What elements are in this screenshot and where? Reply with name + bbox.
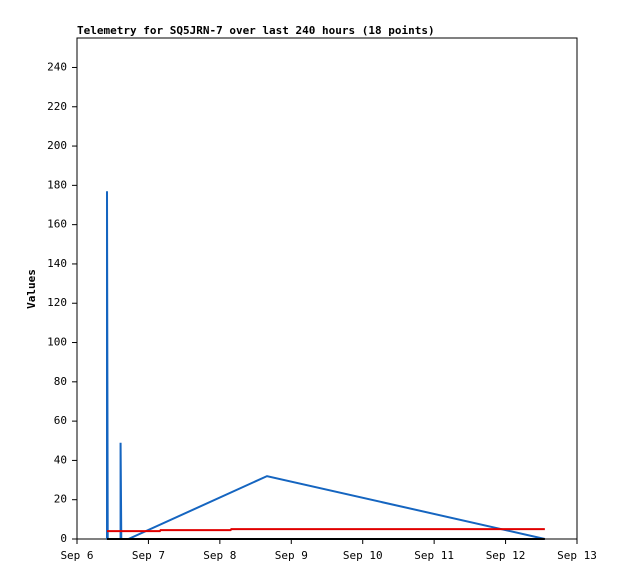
y-tick-label: 100: [47, 336, 67, 349]
series-line: [107, 528, 545, 533]
y-tick-label: 0: [60, 532, 67, 545]
y-tick-label: 20: [54, 493, 67, 506]
y-tick-label: 140: [47, 257, 67, 270]
series-line: [106, 191, 546, 540]
y-tick-label: 200: [47, 139, 67, 152]
y-tick-label: 180: [47, 178, 67, 191]
x-tick-label: Sep 11: [414, 549, 454, 562]
x-tick-label: Sep 8: [203, 549, 236, 562]
x-tick-label: Sep 10: [343, 549, 383, 562]
y-tick-label: 240: [47, 60, 67, 73]
y-tick-label: 120: [47, 296, 67, 309]
x-tick-label: Sep 9: [275, 549, 308, 562]
y-tick-label: 220: [47, 100, 67, 113]
y-axis-label: Values: [25, 269, 38, 309]
y-tick-label: 80: [54, 375, 67, 388]
y-tick-label: 160: [47, 218, 67, 231]
y-tick-label: 60: [54, 414, 67, 427]
x-tick-label: Sep 6: [60, 549, 93, 562]
y-tick-label: 40: [54, 453, 67, 466]
chart-title: Telemetry for SQ5JRN-7 over last 240 hou…: [77, 24, 435, 37]
x-tick-label: Sep 7: [132, 549, 165, 562]
x-tick-label: Sep 13: [557, 549, 597, 562]
x-tick-label: Sep 12: [486, 549, 526, 562]
